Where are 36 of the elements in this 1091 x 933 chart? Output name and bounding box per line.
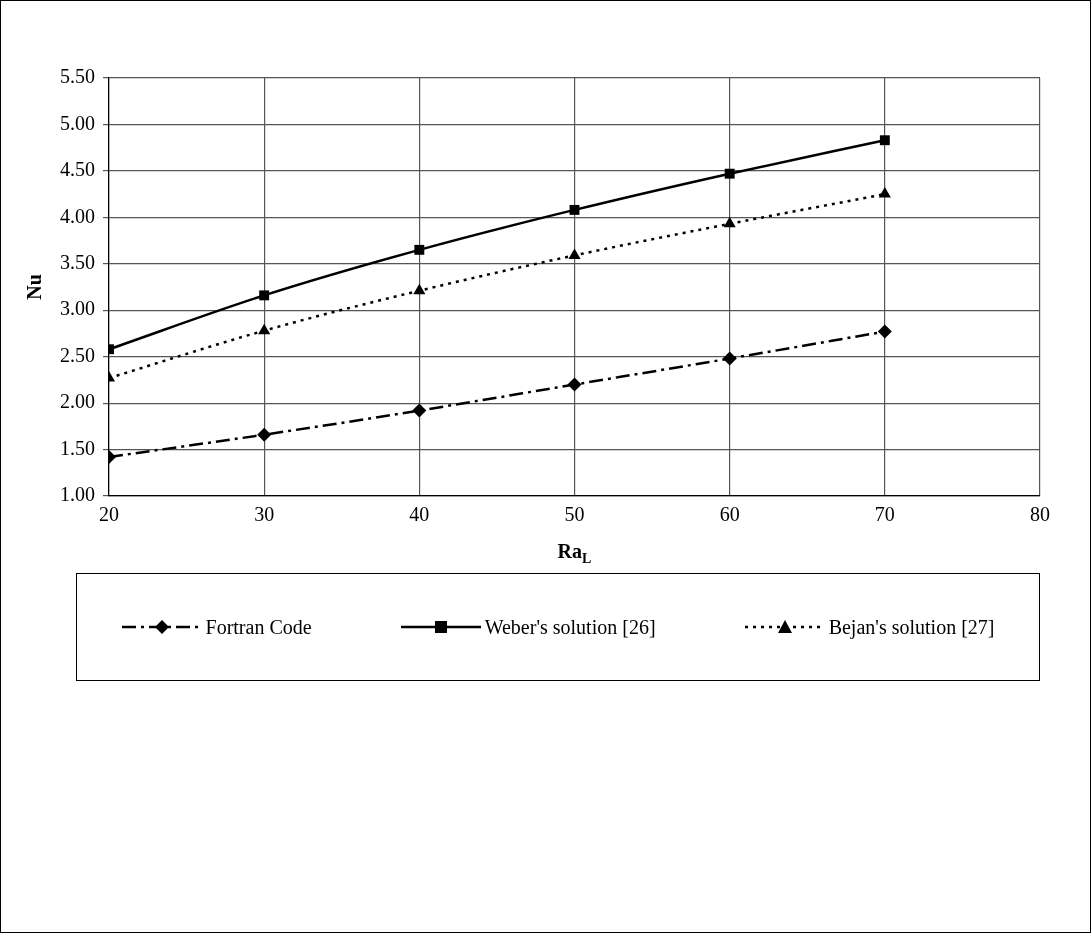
x-tick-label: 40 [409,503,430,526]
x-tick-label: 80 [1030,503,1050,526]
y-axis-title: Nu [23,274,46,300]
x-tick-label: 20 [99,503,119,526]
point [257,427,272,442]
y-tick-label: 2.00 [60,390,95,413]
y-tick-label: 5.50 [60,65,95,88]
point [722,351,737,366]
x-tick-label: 50 [564,503,585,526]
point [258,323,271,335]
y-tick-label: 1.00 [60,483,95,506]
y-tick-label: 4.50 [60,158,95,181]
y-tick-label: 1.50 [60,436,95,459]
y-tick-label: 3.50 [60,251,95,274]
point [878,187,891,198]
point [877,324,892,339]
point [879,135,890,146]
legend-label: Fortran Code [205,615,312,639]
point [413,283,426,295]
y-tick-label: 4.00 [60,204,95,227]
point [412,403,427,418]
point [569,204,580,215]
y-tick-label: 2.50 [60,343,95,366]
y-tick-label: 5.00 [60,111,95,134]
x-tick-label: 70 [874,503,895,526]
y-tick-label: 3.00 [60,297,95,320]
point [567,377,582,392]
point [414,244,425,255]
legend-label: Bejan's solution [27] [828,615,995,639]
x-tick-label: 30 [254,503,275,526]
point [568,248,581,259]
point [259,290,270,301]
x-tick-label: 60 [719,503,740,526]
legend-label: Weber's solution [26] [484,615,656,639]
point [723,216,736,228]
point [724,168,735,179]
